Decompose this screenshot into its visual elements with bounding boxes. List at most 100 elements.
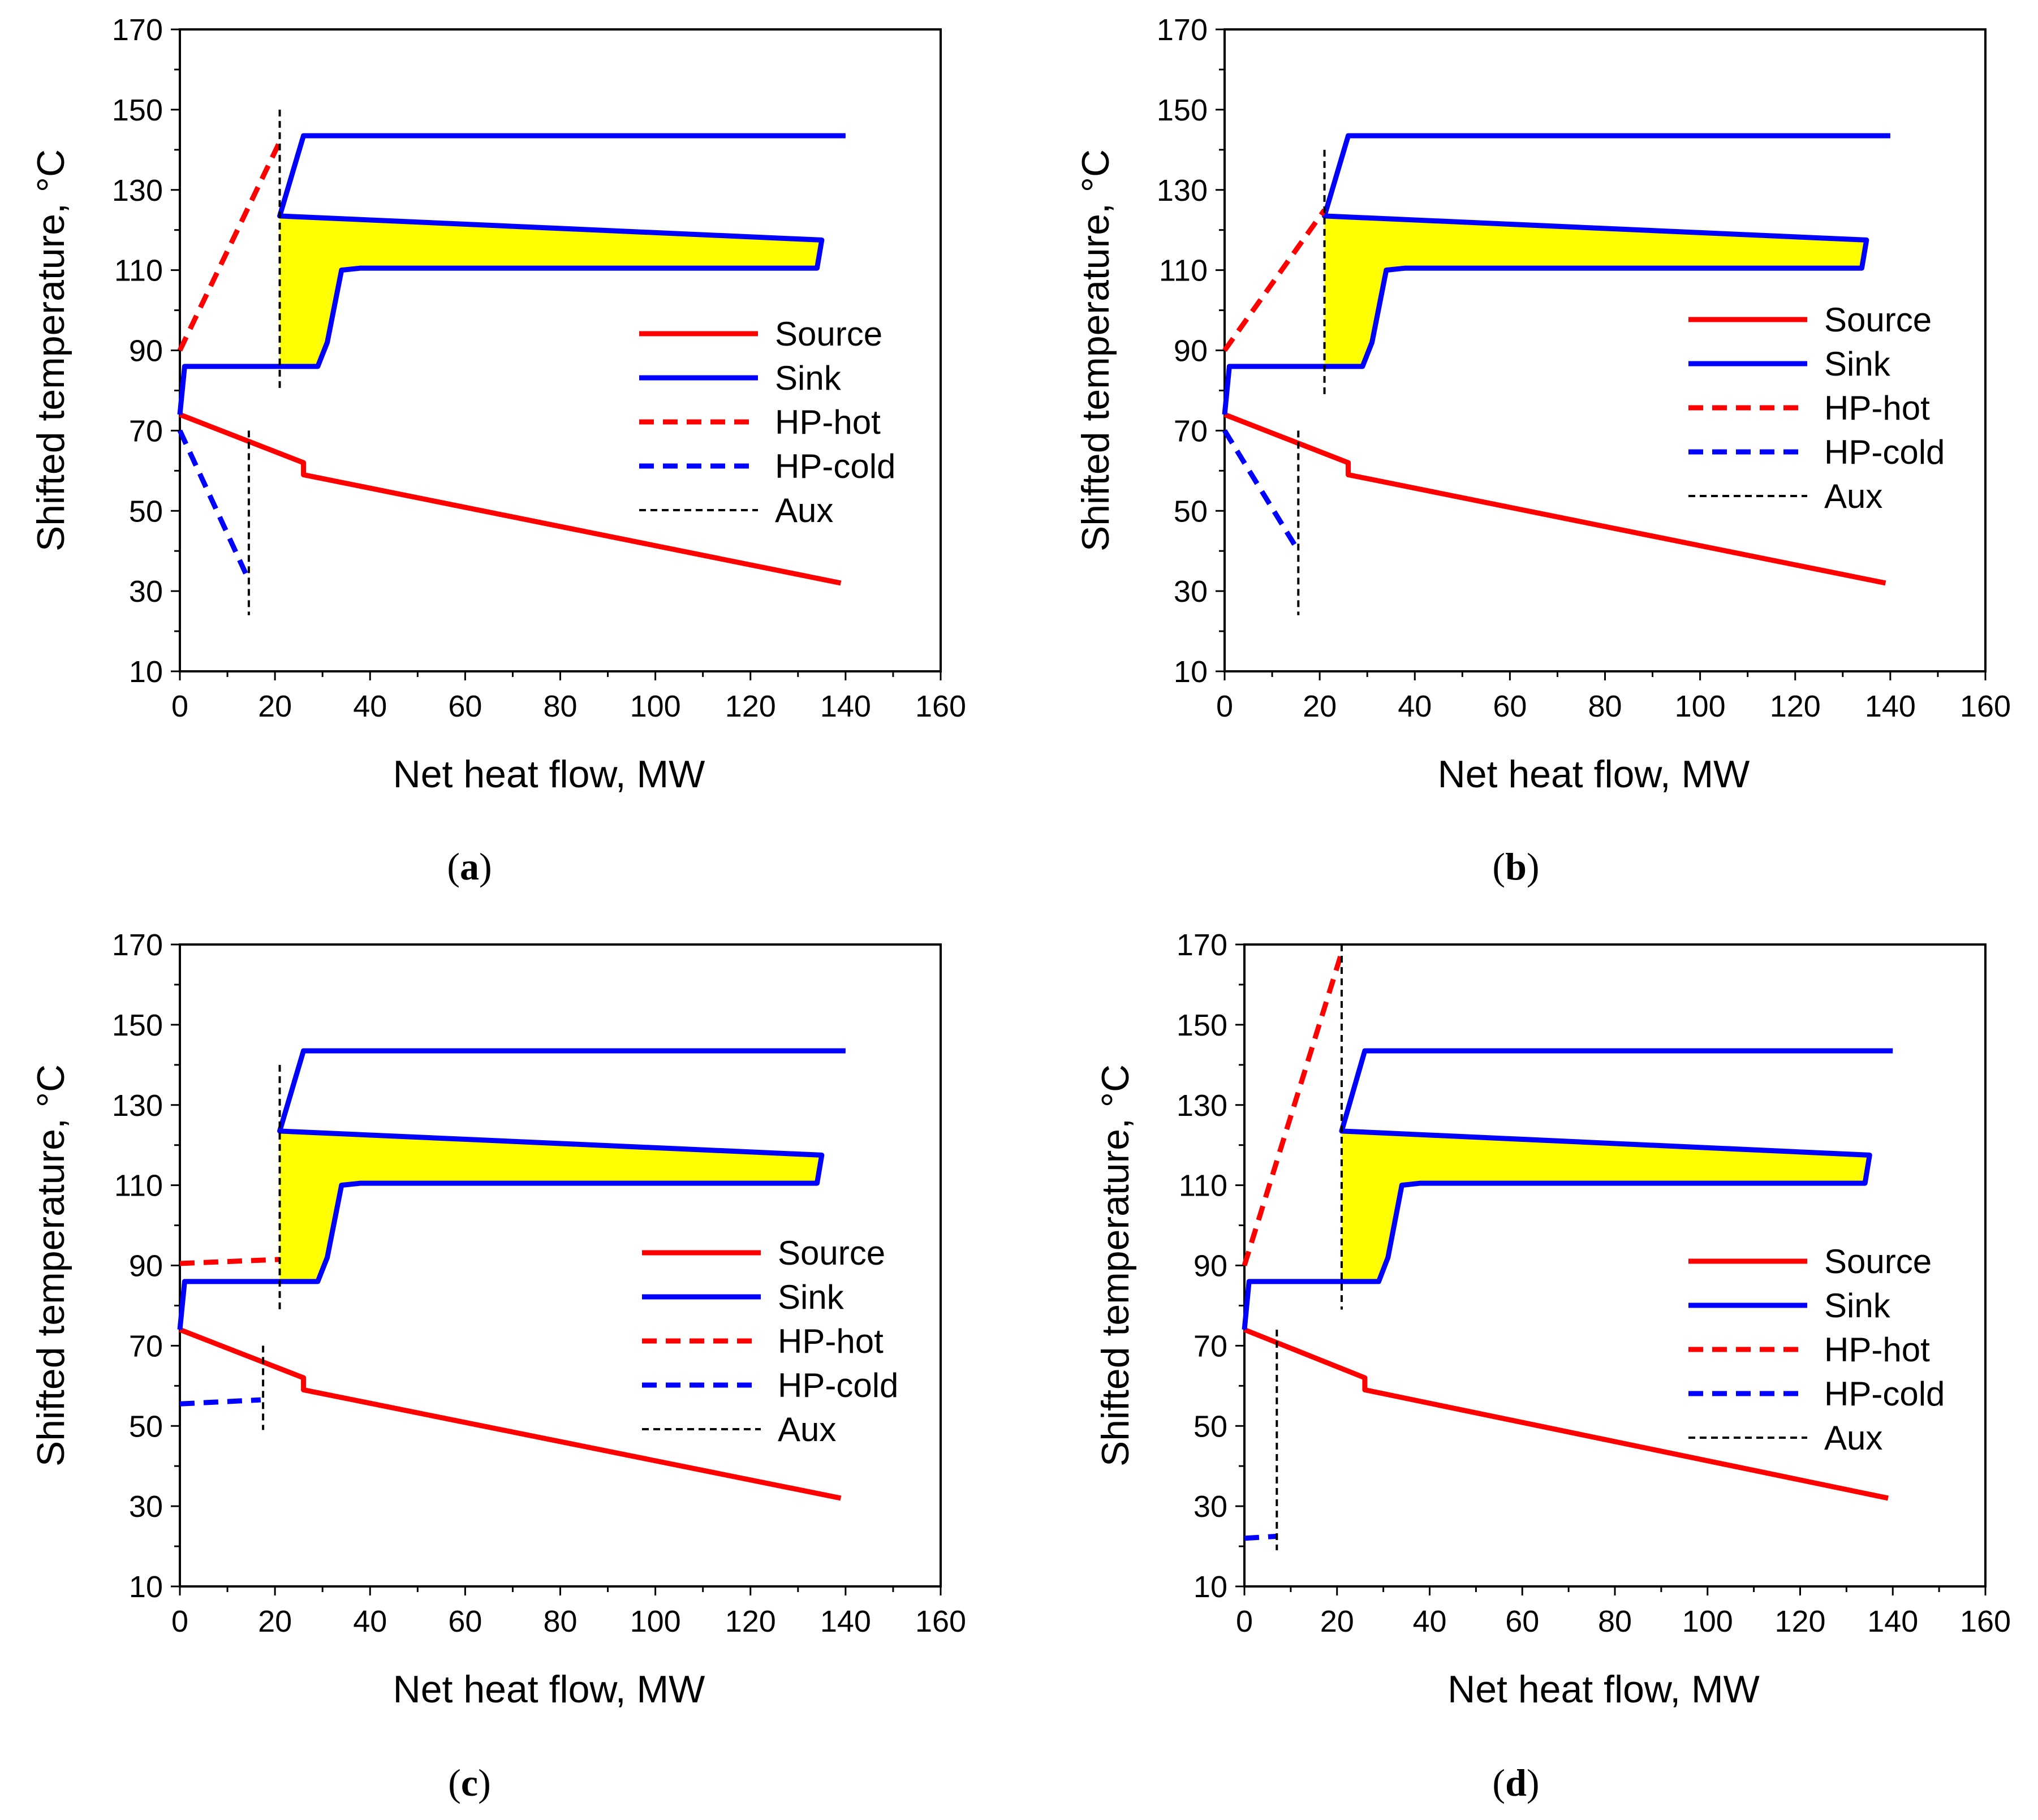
x-tick-label: 80	[543, 689, 577, 723]
legend-label-hp-cold: HP-cold	[778, 1366, 898, 1404]
x-tick-label: 20	[1303, 689, 1337, 723]
panel-a: 0 20 40 60 80 100 120 140 160 10 30 50 70 90 110 130 150…	[29, 13, 966, 888]
y-tick-label: 150	[112, 93, 163, 127]
y-tick-label: 50	[129, 1409, 163, 1443]
y-tick-label: 130	[1177, 1089, 1227, 1123]
legend-label-aux: Aux	[1824, 477, 1882, 515]
y-tick-label: 70	[129, 1329, 163, 1363]
y-axis-label: Shifted temperature, °C	[1094, 1064, 1137, 1467]
y-tick-label: 50	[1193, 1409, 1227, 1443]
series-sink-line	[177, 1048, 846, 1330]
x-tick-label: 0	[171, 1605, 188, 1638]
series-source-line	[1243, 1327, 1889, 1501]
x-tick-label: 100	[630, 1605, 681, 1638]
x-tick-label: 160	[1960, 689, 2011, 723]
shaded-region	[279, 1131, 822, 1282]
y-tick-label: 10	[1193, 1570, 1227, 1604]
y-tick-label: 70	[1174, 414, 1208, 448]
legend-label-source: Source	[778, 1234, 885, 1272]
legend-label-aux: Aux	[775, 491, 833, 529]
y-tick-label: 30	[129, 575, 163, 609]
x-tick-label: 140	[820, 1605, 871, 1638]
y-tick-label: 170	[1157, 13, 1208, 47]
legend-label-aux: Aux	[1824, 1419, 1882, 1457]
y-tick-label: 110	[114, 254, 163, 288]
y-tick-label: 170	[1177, 928, 1227, 962]
y-tick-label: 130	[1157, 174, 1208, 208]
y-axis-label: Shifted temperature, °C	[1074, 149, 1117, 551]
x-tick-label: 60	[448, 689, 482, 723]
legend-label-source: Source	[775, 315, 882, 353]
series-source-line	[1223, 412, 1886, 586]
series-hp-cold-line	[179, 1397, 261, 1407]
panel-d: 0 20 40 60 80 100 120 140 160 10 30 50 70 90 110 130 150…	[1094, 928, 2011, 1804]
x-tick-label: 80	[1588, 689, 1622, 723]
x-axis-label: Net heat flow, MW	[393, 753, 705, 796]
y-tick-label: 150	[112, 1008, 163, 1042]
series-hp-hot-line	[177, 140, 282, 352]
x-tick-label: 140	[820, 689, 871, 723]
y-tick-label: 50	[1174, 494, 1208, 528]
panel-caption: (a)	[447, 845, 492, 888]
x-tick-label: 20	[258, 1605, 292, 1638]
y-tick-label: 70	[129, 414, 163, 448]
y-tick-label: 90	[129, 334, 163, 368]
series-sink-line	[1242, 1048, 1893, 1330]
x-tick-label: 60	[1493, 689, 1527, 723]
y-tick-label: 50	[129, 494, 163, 528]
y-tick-label: 130	[112, 174, 163, 208]
y-tick-label: 170	[112, 13, 163, 47]
x-tick-label: 100	[1682, 1605, 1733, 1638]
legend-label-hp-hot: HP-hot	[1824, 1331, 1930, 1369]
y-axis-label: Shifted temperature, °C	[29, 1064, 72, 1467]
x-tick-label: 160	[1960, 1605, 2011, 1638]
x-tick-label: 160	[915, 689, 966, 723]
x-axis-label: Net heat flow, MW	[1447, 1668, 1760, 1711]
y-tick-label: 30	[1174, 575, 1208, 609]
legend-label-hp-hot: HP-hot	[775, 403, 881, 441]
y-tick-label: 110	[1159, 254, 1208, 288]
x-tick-label: 80	[543, 1605, 577, 1638]
series-hp-hot-line	[1222, 208, 1327, 352]
series-sink-line	[177, 133, 846, 415]
series-hp-hot-line	[179, 1257, 280, 1266]
x-tick-label: 140	[1867, 1605, 1918, 1638]
y-tick-label: 30	[1193, 1490, 1227, 1524]
y-tick-label: 110	[1179, 1169, 1227, 1203]
x-tick-label: 20	[1320, 1605, 1354, 1638]
y-tick-label: 30	[129, 1490, 163, 1524]
y-tick-label: 10	[1174, 655, 1208, 689]
series-source-line	[179, 412, 842, 586]
series-hp-cold-line	[1244, 1533, 1277, 1541]
legend-label-source: Source	[1824, 1243, 1932, 1280]
legend-label-hp-cold: HP-cold	[775, 447, 895, 485]
shaded-region	[1324, 215, 1867, 366]
y-axis-label: Shifted temperature, °C	[29, 149, 72, 551]
legend-label-hp-cold: HP-cold	[1824, 433, 1945, 471]
x-tick-label: 0	[1236, 1605, 1253, 1638]
y-tick-label: 90	[129, 1249, 163, 1283]
x-tick-label: 100	[630, 689, 681, 723]
y-tick-label: 110	[114, 1169, 163, 1203]
x-tick-label: 160	[915, 1605, 966, 1638]
series-hp-cold-line	[1222, 429, 1298, 549]
y-tick-label: 90	[1193, 1249, 1227, 1283]
x-axis-label: Net heat flow, MW	[1438, 753, 1750, 796]
series-source-line	[179, 1327, 842, 1501]
y-tick-label: 170	[112, 928, 163, 962]
x-tick-label: 120	[725, 1605, 776, 1638]
series-sink-line	[1222, 133, 1890, 415]
y-tick-label: 70	[1193, 1329, 1227, 1363]
x-tick-label: 60	[1505, 1605, 1539, 1638]
x-tick-label: 120	[1774, 1605, 1825, 1638]
legend-label-hp-cold: HP-cold	[1824, 1375, 1945, 1413]
y-tick-label: 150	[1177, 1008, 1227, 1042]
x-tick-label: 60	[448, 1605, 482, 1638]
x-tick-label: 100	[1675, 689, 1726, 723]
y-tick-label: 150	[1157, 93, 1208, 127]
y-tick-label: 10	[129, 655, 163, 689]
panel-caption: (c)	[448, 1761, 491, 1804]
x-tick-label: 80	[1598, 1605, 1632, 1638]
y-tick-label: 10	[129, 1570, 163, 1604]
legend-label-sink: Sink	[1824, 345, 1891, 383]
